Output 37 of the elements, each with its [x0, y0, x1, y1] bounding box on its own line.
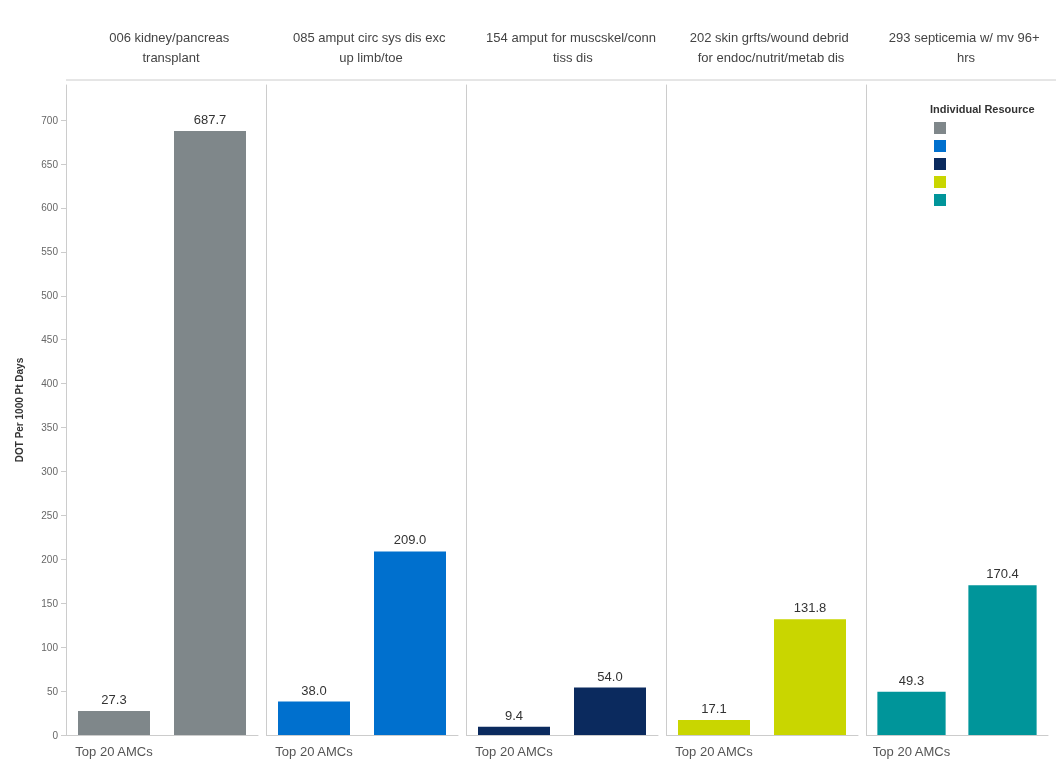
chart-title: 085 amput circ sys dis exc up limb/toe [292, 29, 450, 65]
y-tick-label: 300 [41, 465, 59, 477]
y-tick-label: 250 [41, 509, 59, 521]
chart-title: 293 septicemia w/ mv 96+ hrs [888, 29, 1044, 65]
y-tick-label: 450 [41, 334, 59, 346]
data-label: 49.3 [898, 672, 925, 688]
x-tick-label: Top 20 AMCs [872, 744, 951, 759]
chart-title: 154 amput for muscskel/conn tiss dis [486, 29, 656, 65]
y-tick-label: 200 [41, 553, 59, 565]
data-label: 9.4 [504, 707, 524, 723]
data-label: 131.8 [793, 600, 827, 616]
chart-title: 006 kidney/pancreas transplant [109, 29, 233, 65]
y-tick-label: 50 [46, 685, 59, 697]
y-tick-label: 0 [52, 729, 59, 741]
y-tick-label: 500 [41, 290, 59, 302]
data-label: 27.3 [101, 692, 127, 708]
y-tick-label: 650 [41, 158, 59, 170]
y-tick-label: 400 [41, 378, 59, 390]
y-axis-title: DOT Per 1000 Pt Days [13, 357, 25, 463]
data-label: 170.4 [986, 566, 1019, 582]
y-tick-label: 100 [41, 641, 59, 653]
y-tick-label: 550 [41, 246, 59, 258]
y-tick-label: 600 [41, 202, 59, 214]
x-tick-label: Top 20 AMCs [275, 744, 354, 759]
data-label: 209.0 [393, 532, 427, 548]
data-label: 687.7 [193, 111, 227, 127]
y-tick-label: 350 [41, 422, 59, 434]
x-tick-label: Top 20 AMCs [675, 744, 754, 759]
legend-title: Individual Resource [930, 103, 1035, 115]
y-tick-label: 700 [41, 114, 59, 126]
y-tick-label: 150 [41, 597, 59, 609]
data-label: 17.1 [701, 700, 727, 716]
x-tick-label: Top 20 AMCs [75, 744, 154, 759]
data-label: 54.0 [597, 668, 623, 684]
chart-title: 202 skin grfts/wound debrid for endoc/nutrit/metab dis [689, 29, 853, 65]
data-label: 38.0 [301, 682, 327, 698]
x-tick-label: Top 20 AMCs [475, 744, 554, 759]
